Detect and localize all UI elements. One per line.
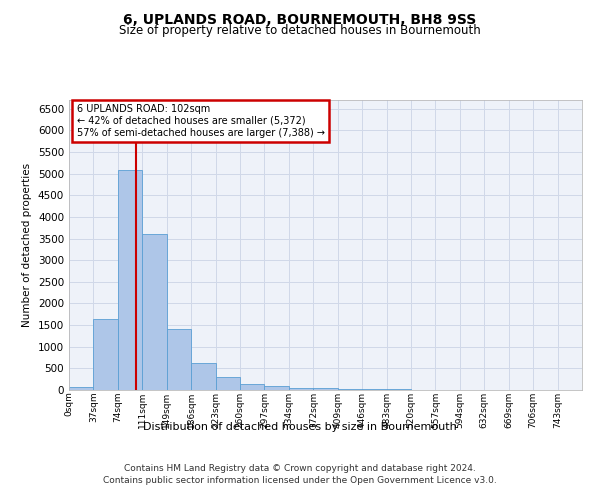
Text: Distribution of detached houses by size in Bournemouth: Distribution of detached houses by size … bbox=[143, 422, 457, 432]
Text: 6 UPLANDS ROAD: 102sqm
← 42% of detached houses are smaller (5,372)
57% of semi-: 6 UPLANDS ROAD: 102sqm ← 42% of detached… bbox=[77, 104, 325, 138]
Bar bbox=[94, 320, 118, 390]
Y-axis label: Number of detached properties: Number of detached properties bbox=[22, 163, 32, 327]
Bar bbox=[191, 363, 215, 390]
Text: Size of property relative to detached houses in Bournemouth: Size of property relative to detached ho… bbox=[119, 24, 481, 37]
Bar bbox=[289, 388, 313, 390]
Bar bbox=[240, 384, 265, 390]
Bar bbox=[265, 386, 289, 390]
Text: Contains public sector information licensed under the Open Government Licence v3: Contains public sector information licen… bbox=[103, 476, 497, 485]
Bar bbox=[142, 234, 167, 390]
Text: 6, UPLANDS ROAD, BOURNEMOUTH, BH8 9SS: 6, UPLANDS ROAD, BOURNEMOUTH, BH8 9SS bbox=[124, 12, 476, 26]
Bar bbox=[362, 389, 386, 390]
Bar bbox=[338, 388, 362, 390]
Bar bbox=[118, 170, 142, 390]
Bar bbox=[215, 376, 240, 390]
Text: Contains HM Land Registry data © Crown copyright and database right 2024.: Contains HM Land Registry data © Crown c… bbox=[124, 464, 476, 473]
Bar bbox=[313, 388, 338, 390]
Bar bbox=[69, 387, 94, 390]
Bar bbox=[167, 330, 191, 390]
